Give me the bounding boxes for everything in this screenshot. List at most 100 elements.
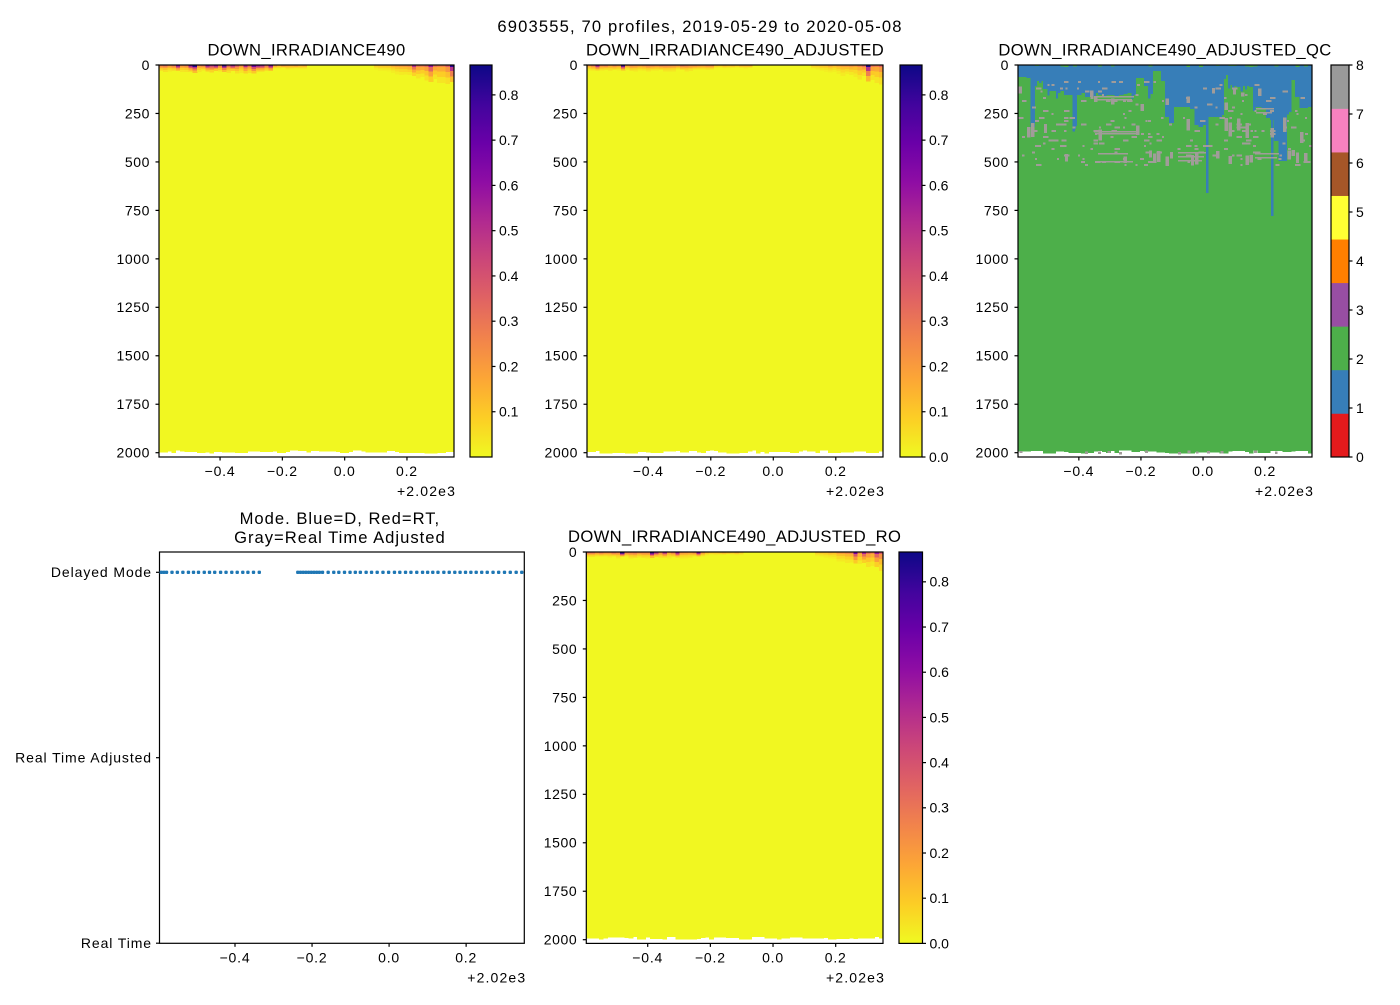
svg-text:0.4: 0.4 — [499, 268, 519, 284]
svg-text:−0.2: −0.2 — [695, 949, 726, 965]
svg-text:0.4: 0.4 — [930, 755, 950, 771]
svg-text:−0.2: −0.2 — [267, 463, 298, 479]
svg-text:1000: 1000 — [975, 251, 1009, 267]
svg-text:+2.02e3: +2.02e3 — [826, 969, 885, 985]
svg-text:0.0: 0.0 — [378, 949, 400, 965]
svg-text:1500: 1500 — [116, 348, 150, 364]
svg-text:Mode. Blue=D, Red=RT,: Mode. Blue=D, Red=RT, — [240, 509, 441, 528]
svg-text:0: 0 — [1356, 449, 1364, 465]
svg-text:0.0: 0.0 — [930, 935, 950, 951]
svg-text:0.8: 0.8 — [499, 87, 519, 103]
svg-text:−0.4: −0.4 — [205, 463, 236, 479]
svg-text:1250: 1250 — [116, 299, 150, 315]
svg-text:1250: 1250 — [544, 786, 578, 802]
svg-text:500: 500 — [553, 154, 578, 170]
svg-text:0.2: 0.2 — [929, 358, 949, 374]
svg-text:0.6: 0.6 — [929, 177, 949, 193]
svg-text:0.2: 0.2 — [825, 949, 847, 965]
svg-text:0.7: 0.7 — [929, 132, 949, 148]
svg-text:2000: 2000 — [116, 445, 150, 461]
svg-text:0.2: 0.2 — [825, 463, 847, 479]
svg-text:−0.4: −0.4 — [632, 949, 663, 965]
svg-text:−0.2: −0.2 — [297, 949, 328, 965]
svg-text:−0.4: −0.4 — [633, 463, 664, 479]
svg-text:0.7: 0.7 — [499, 132, 519, 148]
svg-text:0.0: 0.0 — [334, 463, 356, 479]
svg-text:1500: 1500 — [544, 835, 578, 851]
svg-text:250: 250 — [553, 105, 578, 121]
svg-text:0.8: 0.8 — [930, 574, 950, 590]
svg-text:750: 750 — [552, 689, 577, 705]
svg-text:0.5: 0.5 — [929, 223, 949, 239]
svg-text:0.0: 0.0 — [929, 449, 949, 465]
svg-text:500: 500 — [552, 641, 577, 657]
svg-text:750: 750 — [984, 202, 1009, 218]
svg-text:250: 250 — [125, 105, 150, 121]
svg-text:8: 8 — [1356, 57, 1364, 73]
svg-text:6: 6 — [1356, 155, 1364, 171]
svg-text:3: 3 — [1356, 302, 1364, 318]
svg-text:7: 7 — [1356, 106, 1364, 122]
svg-text:0.0: 0.0 — [762, 463, 784, 479]
svg-text:−0.2: −0.2 — [1126, 463, 1157, 479]
svg-text:Delayed Mode: Delayed Mode — [51, 564, 152, 580]
svg-text:0.1: 0.1 — [929, 404, 949, 420]
svg-text:1000: 1000 — [544, 738, 578, 754]
svg-text:6903555, 70 profiles, 2019-05-: 6903555, 70 profiles, 2019-05-29 to 2020… — [497, 17, 902, 36]
svg-text:+2.02e3: +2.02e3 — [826, 483, 885, 499]
svg-text:0.1: 0.1 — [930, 890, 950, 906]
svg-text:+2.02e3: +2.02e3 — [467, 969, 526, 985]
svg-text:+2.02e3: +2.02e3 — [397, 483, 456, 499]
svg-text:0: 0 — [142, 57, 150, 73]
svg-text:0.0: 0.0 — [1192, 463, 1214, 479]
svg-text:2000: 2000 — [544, 445, 578, 461]
svg-text:1750: 1750 — [116, 396, 150, 412]
svg-text:0.6: 0.6 — [930, 664, 950, 680]
svg-text:0: 0 — [570, 57, 578, 73]
svg-text:DOWN_IRRADIANCE490_ADJUSTED: DOWN_IRRADIANCE490_ADJUSTED — [586, 41, 884, 60]
svg-text:4: 4 — [1356, 253, 1364, 269]
svg-text:0.3: 0.3 — [930, 800, 950, 816]
svg-text:Real Time Adjusted: Real Time Adjusted — [15, 750, 152, 766]
svg-text:DOWN_IRRADIANCE490_ADJUSTED_RO: DOWN_IRRADIANCE490_ADJUSTED_RO — [568, 527, 901, 546]
svg-text:−0.4: −0.4 — [220, 949, 251, 965]
svg-text:0.2: 0.2 — [930, 845, 950, 861]
svg-text:1250: 1250 — [544, 299, 578, 315]
svg-text:0.2: 0.2 — [1254, 463, 1276, 479]
svg-text:0.3: 0.3 — [929, 313, 949, 329]
svg-text:1750: 1750 — [544, 883, 578, 899]
svg-text:Gray=Real Time Adjusted: Gray=Real Time Adjusted — [234, 528, 446, 547]
svg-text:0.2: 0.2 — [455, 949, 477, 965]
svg-text:2000: 2000 — [544, 932, 578, 948]
svg-text:1750: 1750 — [544, 396, 578, 412]
svg-text:0.2: 0.2 — [499, 358, 519, 374]
svg-text:1: 1 — [1356, 400, 1364, 416]
svg-text:500: 500 — [984, 154, 1009, 170]
svg-text:250: 250 — [552, 592, 577, 608]
svg-text:750: 750 — [125, 202, 150, 218]
svg-text:+2.02e3: +2.02e3 — [1255, 483, 1314, 499]
svg-text:0.0: 0.0 — [762, 949, 784, 965]
svg-text:2: 2 — [1356, 351, 1364, 367]
svg-text:1500: 1500 — [975, 348, 1009, 364]
svg-text:0.6: 0.6 — [499, 177, 519, 193]
svg-text:−0.2: −0.2 — [695, 463, 726, 479]
svg-text:750: 750 — [553, 202, 578, 218]
svg-text:0.8: 0.8 — [929, 87, 949, 103]
svg-text:0.7: 0.7 — [930, 619, 950, 635]
svg-text:0.5: 0.5 — [499, 223, 519, 239]
svg-text:DOWN_IRRADIANCE490: DOWN_IRRADIANCE490 — [207, 41, 405, 60]
svg-text:0.2: 0.2 — [396, 463, 418, 479]
svg-text:−0.4: −0.4 — [1063, 463, 1094, 479]
svg-text:5: 5 — [1356, 204, 1364, 220]
svg-text:500: 500 — [125, 154, 150, 170]
svg-text:0.3: 0.3 — [499, 313, 519, 329]
svg-text:DOWN_IRRADIANCE490_ADJUSTED_QC: DOWN_IRRADIANCE490_ADJUSTED_QC — [998, 41, 1331, 60]
svg-text:0.4: 0.4 — [929, 268, 949, 284]
svg-text:250: 250 — [984, 105, 1009, 121]
svg-text:1500: 1500 — [544, 348, 578, 364]
svg-text:Real Time: Real Time — [81, 935, 152, 951]
svg-text:1750: 1750 — [975, 396, 1009, 412]
svg-text:0.5: 0.5 — [930, 709, 950, 725]
svg-text:1000: 1000 — [544, 251, 578, 267]
